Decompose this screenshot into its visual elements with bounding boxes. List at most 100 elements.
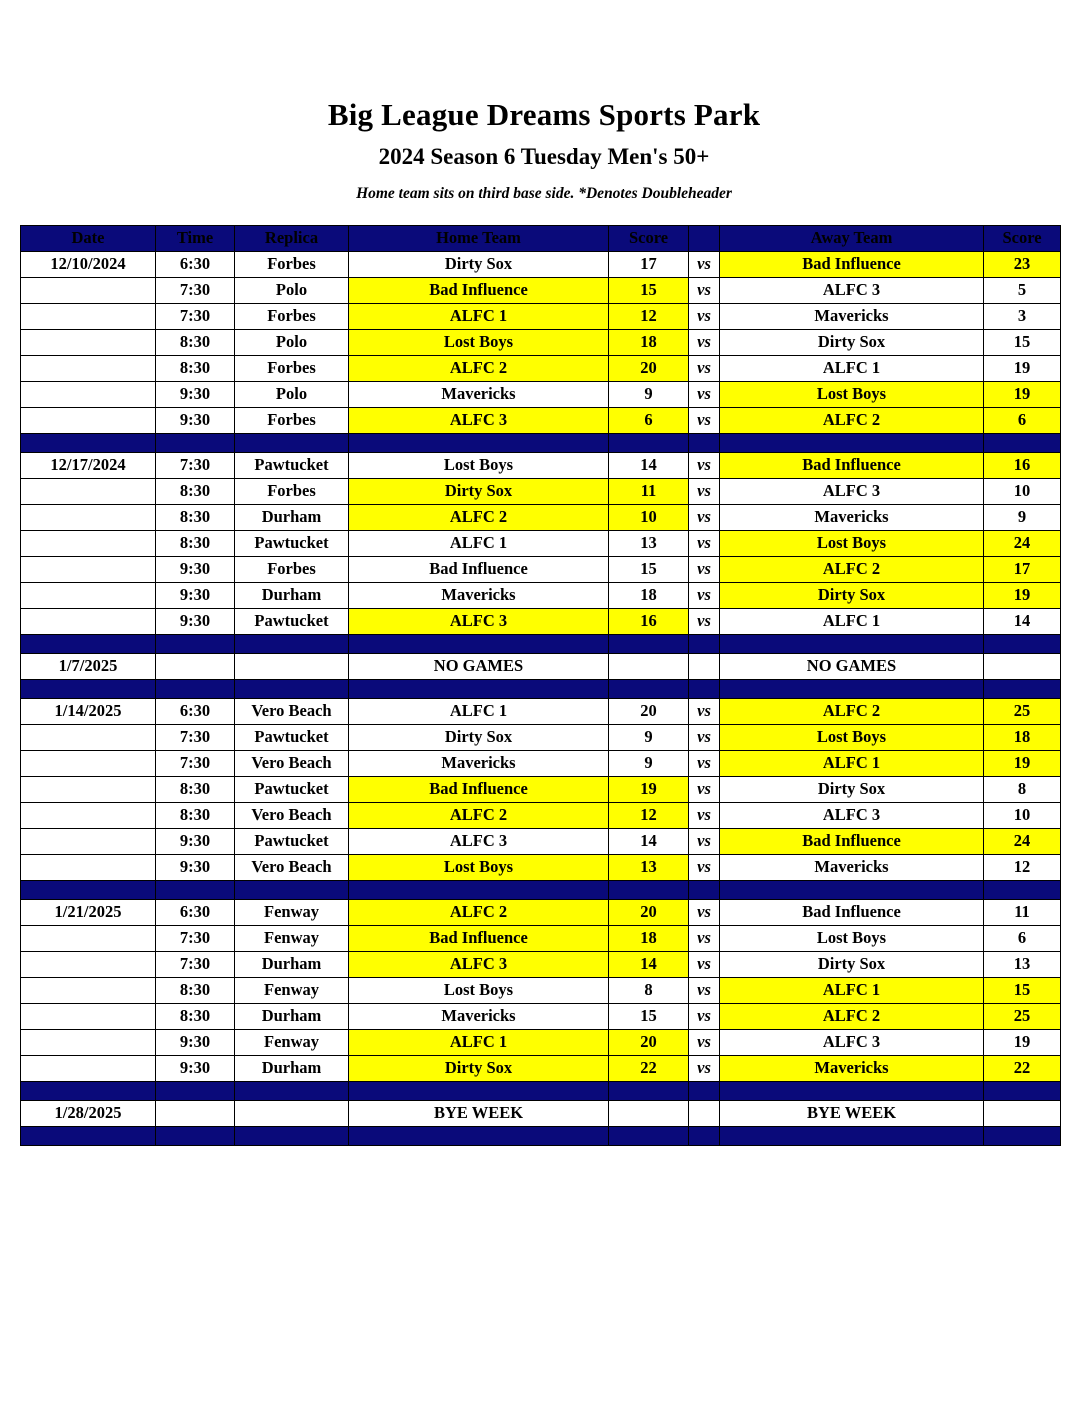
cell-home-note: NO GAMES	[348, 652, 609, 680]
separator-cell	[155, 879, 235, 900]
cell-time: 9:30	[155, 607, 235, 635]
table-row: 12/10/2024 6:30 Forbes Dirty Sox 17 vs Bad Inf…	[20, 250, 1061, 278]
cell-away-team: ALFC 2	[719, 406, 984, 434]
cell-replica: Polo	[234, 328, 349, 356]
cell-replica: Forbes	[234, 406, 349, 434]
cell-date: 12/10/2024	[20, 250, 156, 278]
cell-away-team: ALFC 2	[719, 1002, 984, 1030]
cell-away-score: 19	[983, 354, 1061, 382]
cell-home-team: Bad Influence	[348, 555, 609, 583]
cell-replica: Fenway	[234, 898, 349, 926]
column-header-replica: Replica	[234, 224, 349, 252]
cell-time: 6:30	[155, 250, 235, 278]
separator-cell	[20, 1080, 156, 1101]
cell-away-score: 15	[983, 328, 1061, 356]
cell-home-team: Mavericks	[348, 1002, 609, 1030]
cell-replica: Fenway	[234, 1028, 349, 1056]
cell-away-score: 17	[983, 555, 1061, 583]
cell-date	[20, 827, 156, 855]
cell-home-team: Dirty Sox	[348, 723, 609, 751]
cell-date	[20, 924, 156, 952]
table-row: 7:30 Fenway Bad Influence 18 vs Lost Boys 6	[20, 924, 1061, 952]
separator-cell	[608, 678, 689, 699]
cell-vs: vs	[688, 380, 720, 408]
separator-cell	[20, 879, 156, 900]
separator-cell	[234, 678, 349, 699]
cell-home-team: ALFC 3	[348, 406, 609, 434]
cell-vs: vs	[688, 250, 720, 278]
separator-cell	[20, 1125, 156, 1146]
cell-home-score: 14	[608, 827, 689, 855]
cell-vs: vs	[688, 581, 720, 609]
week-separator-row	[20, 1125, 1061, 1146]
separator-cell	[608, 633, 689, 654]
cell-date	[20, 354, 156, 382]
cell-time: 8:30	[155, 354, 235, 382]
separator-cell	[20, 678, 156, 699]
cell-vs: vs	[688, 801, 720, 829]
cell-home-team: Lost Boys	[348, 328, 609, 356]
cell-replica: Pawtucket	[234, 529, 349, 557]
cell-replica: Forbes	[234, 555, 349, 583]
separator-cell	[719, 1125, 984, 1146]
cell-date	[20, 529, 156, 557]
cell-home-score	[608, 1099, 689, 1127]
table-row: 9:30 Durham Mavericks 18 vs Dirty Sox 19	[20, 581, 1061, 609]
table-row: 9:30 Durham Dirty Sox 22 vs Mavericks 22	[20, 1054, 1061, 1082]
week-separator-row	[20, 879, 1061, 900]
table-header-row: Date Time Replica Home Team Score Away T…	[20, 224, 1061, 252]
cell-home-score: 14	[608, 451, 689, 479]
cell-time: 8:30	[155, 328, 235, 356]
cell-date	[20, 801, 156, 829]
cell-away-team: ALFC 2	[719, 697, 984, 725]
cell-time: 9:30	[155, 581, 235, 609]
cell-away-team: Mavericks	[719, 853, 984, 881]
cell-away-score: 22	[983, 1054, 1061, 1082]
cell-away-score: 16	[983, 451, 1061, 479]
page-title: Big League Dreams Sports Park	[327, 97, 761, 132]
separator-cell	[234, 633, 349, 654]
cell-vs: vs	[688, 853, 720, 881]
cell-away-note: BYE WEEK	[719, 1099, 984, 1127]
cell-vs: vs	[688, 827, 720, 855]
cell-replica: Vero Beach	[234, 853, 349, 881]
column-header-vs	[688, 224, 720, 252]
cell-time: 9:30	[155, 827, 235, 855]
cell-away-team: Lost Boys	[719, 380, 984, 408]
separator-cell	[983, 1080, 1061, 1101]
cell-vs: vs	[688, 406, 720, 434]
cell-vs: vs	[688, 723, 720, 751]
separator-cell	[688, 879, 720, 900]
cell-date	[20, 503, 156, 531]
cell-time: 9:30	[155, 1054, 235, 1082]
cell-home-score: 11	[608, 477, 689, 505]
separator-cell	[719, 432, 984, 453]
cell-home-score: 20	[608, 354, 689, 382]
cell-date	[20, 723, 156, 751]
cell-replica: Durham	[234, 950, 349, 978]
cell-time: 9:30	[155, 555, 235, 583]
week-separator-row	[20, 633, 1061, 654]
cell-time: 7:30	[155, 723, 235, 751]
separator-cell	[234, 1080, 349, 1101]
cell-away-team: ALFC 3	[719, 477, 984, 505]
cell-away-team: Dirty Sox	[719, 581, 984, 609]
separator-cell	[348, 1080, 609, 1101]
cell-home-score: 17	[608, 250, 689, 278]
cell-home-score	[608, 652, 689, 680]
cell-vs: vs	[688, 451, 720, 479]
cell-away-team: Dirty Sox	[719, 775, 984, 803]
cell-home-team: Lost Boys	[348, 976, 609, 1004]
cell-away-score: 19	[983, 581, 1061, 609]
cell-home-score: 22	[608, 1054, 689, 1082]
cell-home-team: Lost Boys	[348, 451, 609, 479]
cell-away-team: ALFC 1	[719, 976, 984, 1004]
table-row: 7:30 Vero Beach Mavericks 9 vs ALFC 1 19	[20, 749, 1061, 777]
table-row: 7:30 Forbes ALFC 1 12 vs Mavericks 3	[20, 302, 1061, 330]
cell-replica: Pawtucket	[234, 723, 349, 751]
cell-away-score: 6	[983, 924, 1061, 952]
separator-cell	[983, 1125, 1061, 1146]
cell-home-team: Bad Influence	[348, 276, 609, 304]
